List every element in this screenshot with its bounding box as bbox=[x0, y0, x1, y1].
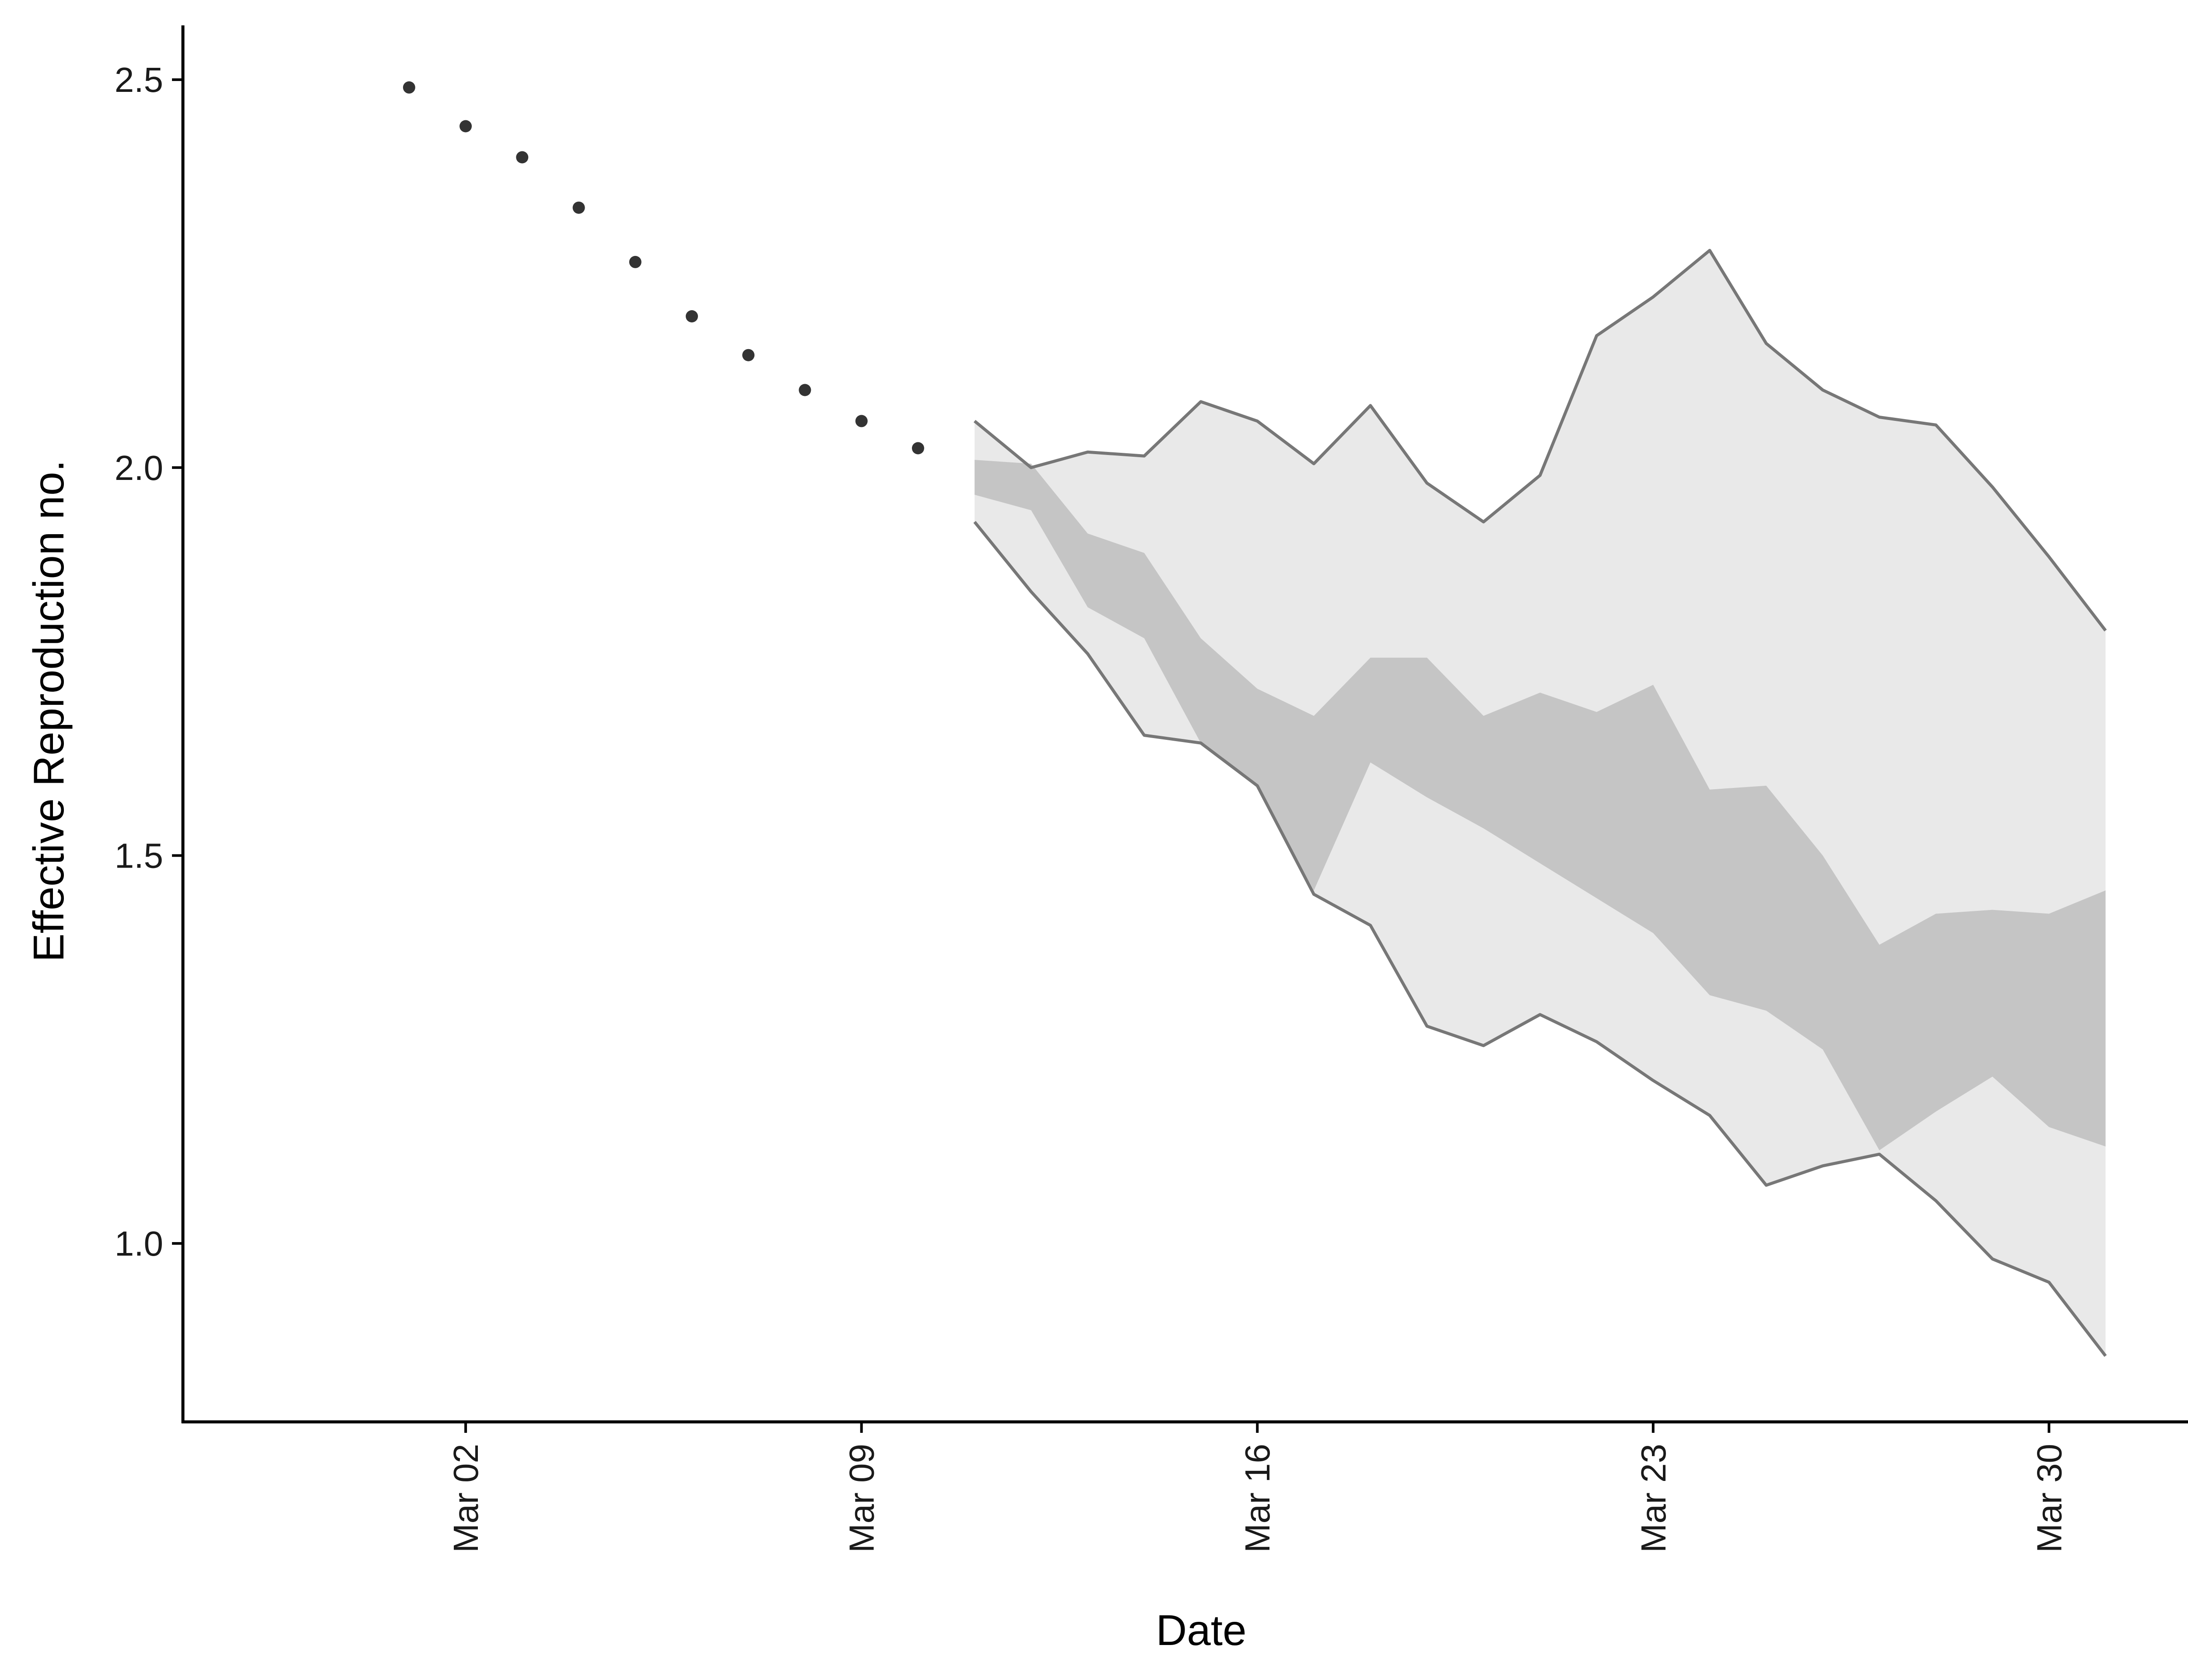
estimate-point bbox=[912, 442, 924, 455]
outer-upper-line bbox=[973, 248, 2107, 632]
axes: 1.0 1.5 2.0 2.5 Mar 02 Mar 09 Mar 16 Mar 23 Mar … bbox=[115, 25, 2188, 1553]
y-tick-label: 1.0 bbox=[115, 1224, 163, 1263]
estimate-point bbox=[629, 256, 642, 268]
outer-lower-line bbox=[973, 521, 2107, 1357]
estimate-point bbox=[799, 384, 811, 396]
estimate-point bbox=[686, 310, 698, 322]
estimate-point bbox=[516, 151, 529, 164]
estimate-point bbox=[403, 81, 415, 94]
y-axis-title: Effective Reproduction no. bbox=[25, 460, 73, 962]
x-tick-label: Mar 23 bbox=[1634, 1444, 1673, 1553]
estimate-point bbox=[855, 415, 868, 427]
x-tick-label: Mar 30 bbox=[2030, 1444, 2069, 1553]
y-tick-label: 1.5 bbox=[115, 836, 163, 875]
interval-edges bbox=[973, 248, 2107, 1357]
x-tick-label: Mar 02 bbox=[446, 1444, 485, 1553]
y-tick-label: 2.5 bbox=[115, 60, 163, 99]
y-tick-label: 2.0 bbox=[115, 448, 163, 487]
x-tick-label: Mar 16 bbox=[1238, 1444, 1277, 1553]
interval-bands bbox=[975, 250, 2106, 1356]
x-axis-title: Date bbox=[1156, 1606, 1246, 1654]
estimate-point bbox=[742, 349, 755, 361]
estimate-point bbox=[572, 201, 585, 214]
estimate-points bbox=[403, 81, 924, 455]
estimate-point bbox=[459, 120, 472, 133]
inner-interval-band bbox=[975, 460, 2106, 1151]
x-tick-label: Mar 09 bbox=[842, 1444, 881, 1553]
